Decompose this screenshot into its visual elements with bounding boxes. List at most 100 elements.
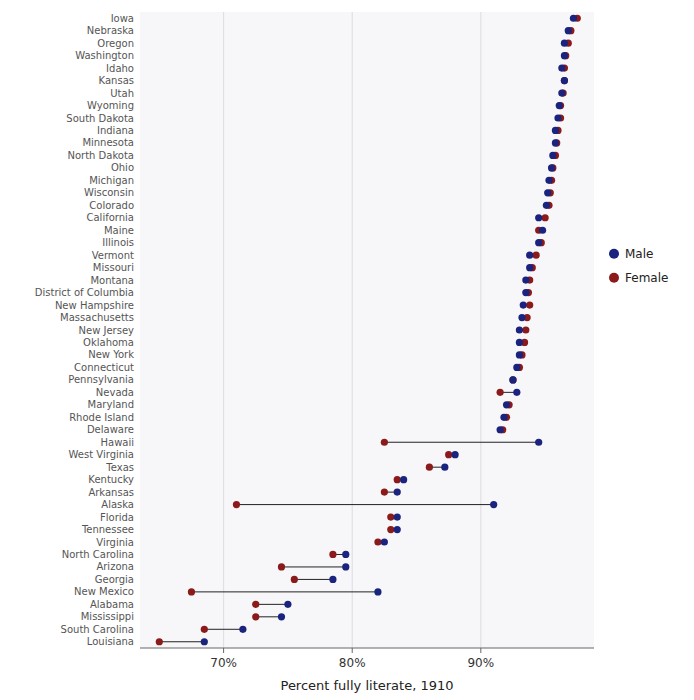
y-tick-label: Georgia — [95, 574, 134, 585]
dot — [387, 513, 394, 520]
y-tick-label: Nevada — [96, 387, 134, 398]
dot — [381, 439, 388, 446]
legend-marker — [609, 273, 619, 283]
y-tick-label: New Mexico — [74, 586, 134, 597]
chart-container: 70% 80% 90% Percent fully literate, 1910 Iow… — [0, 0, 694, 700]
x-tick-label: 80% — [339, 656, 366, 670]
dot — [509, 376, 516, 383]
legend-label: Female — [625, 271, 668, 285]
y-tick-label: Colorado — [89, 200, 134, 211]
dot — [156, 638, 163, 645]
dot — [497, 389, 504, 396]
dot — [381, 538, 388, 545]
connector — [384, 442, 538, 443]
dot — [542, 214, 549, 221]
dot — [545, 177, 552, 184]
y-tick-label: New Jersey — [79, 325, 135, 336]
y-axis: IowaNebraskaOregonWashingtonIdahoKansasU… — [35, 13, 134, 648]
y-tick-label: Alaska — [101, 499, 134, 510]
grid-line — [480, 12, 481, 648]
dot — [522, 289, 529, 296]
y-tick-label: South Dakota — [66, 113, 134, 124]
dot — [252, 601, 259, 608]
dot — [516, 351, 523, 358]
y-tick-label: Washington — [75, 50, 134, 61]
dot — [233, 501, 240, 508]
tick-mark — [223, 648, 224, 653]
y-tick-label: West Virginia — [69, 449, 134, 460]
y-tick-label: Maine — [104, 225, 134, 236]
y-tick-label: Wisconsin — [84, 187, 134, 198]
dot — [570, 15, 577, 22]
dot — [201, 626, 208, 633]
y-tick-label: Louisiana — [87, 636, 134, 647]
dot — [239, 626, 246, 633]
y-tick-label: Vermont — [92, 250, 134, 261]
y-tick-label: Tennessee — [81, 524, 134, 535]
dot — [400, 476, 407, 483]
dot — [544, 189, 551, 196]
connector — [256, 616, 282, 617]
y-tick-label: Iowa — [111, 13, 134, 24]
y-tick-label: Florida — [100, 512, 134, 523]
dot — [445, 451, 452, 458]
dot — [565, 27, 572, 34]
dot — [533, 252, 540, 259]
dot — [561, 40, 568, 47]
dot — [526, 252, 533, 259]
y-tick-label: Pennsylvania — [68, 374, 134, 385]
y-tick-label: Utah — [110, 88, 134, 99]
y-tick-label: Connecticut — [74, 362, 134, 373]
dot — [329, 576, 336, 583]
dot — [426, 464, 433, 471]
y-tick-label: Ohio — [111, 162, 134, 173]
x-axis-label: Percent fully literate, 1910 — [281, 678, 454, 693]
x-tick-label: 90% — [467, 656, 494, 670]
tick-mark — [352, 648, 353, 653]
dot — [526, 301, 533, 308]
y-tick-label: South Carolina — [61, 624, 134, 635]
dot — [441, 464, 448, 471]
y-tick-label: Hawaii — [100, 437, 134, 448]
dot — [374, 588, 381, 595]
y-tick-label: Idaho — [106, 63, 134, 74]
dot — [278, 563, 285, 570]
dot — [516, 326, 523, 333]
dot — [374, 538, 381, 545]
y-tick-label: North Carolina — [62, 549, 134, 560]
dot — [451, 451, 458, 458]
dot — [561, 77, 568, 84]
dot — [549, 152, 556, 159]
legend-marker — [609, 249, 619, 259]
dot — [329, 551, 336, 558]
y-tick-label: Michigan — [89, 175, 134, 186]
grid — [224, 12, 481, 648]
dot — [252, 613, 259, 620]
dot — [558, 89, 565, 96]
connector — [159, 641, 204, 642]
dot — [497, 426, 504, 433]
y-tick-label: Missouri — [93, 262, 134, 273]
x-tick-label: 70% — [210, 656, 237, 670]
dot — [516, 339, 523, 346]
dot — [518, 314, 525, 321]
dot — [522, 277, 529, 284]
connector — [204, 629, 243, 630]
dot — [394, 513, 401, 520]
y-tick-label: New York — [88, 349, 134, 360]
y-tick-label: California — [87, 212, 135, 223]
plot-area — [140, 12, 594, 648]
connector — [191, 591, 377, 592]
dot — [278, 613, 285, 620]
dot — [291, 576, 298, 583]
dot — [394, 476, 401, 483]
y-tick-label: Arizona — [96, 561, 134, 572]
dot — [556, 102, 563, 109]
connector — [256, 604, 288, 605]
legend-label: Male — [625, 247, 653, 261]
connector — [294, 579, 333, 580]
dot — [201, 638, 208, 645]
dot — [284, 601, 291, 608]
dot — [513, 364, 520, 371]
dot — [509, 376, 516, 383]
